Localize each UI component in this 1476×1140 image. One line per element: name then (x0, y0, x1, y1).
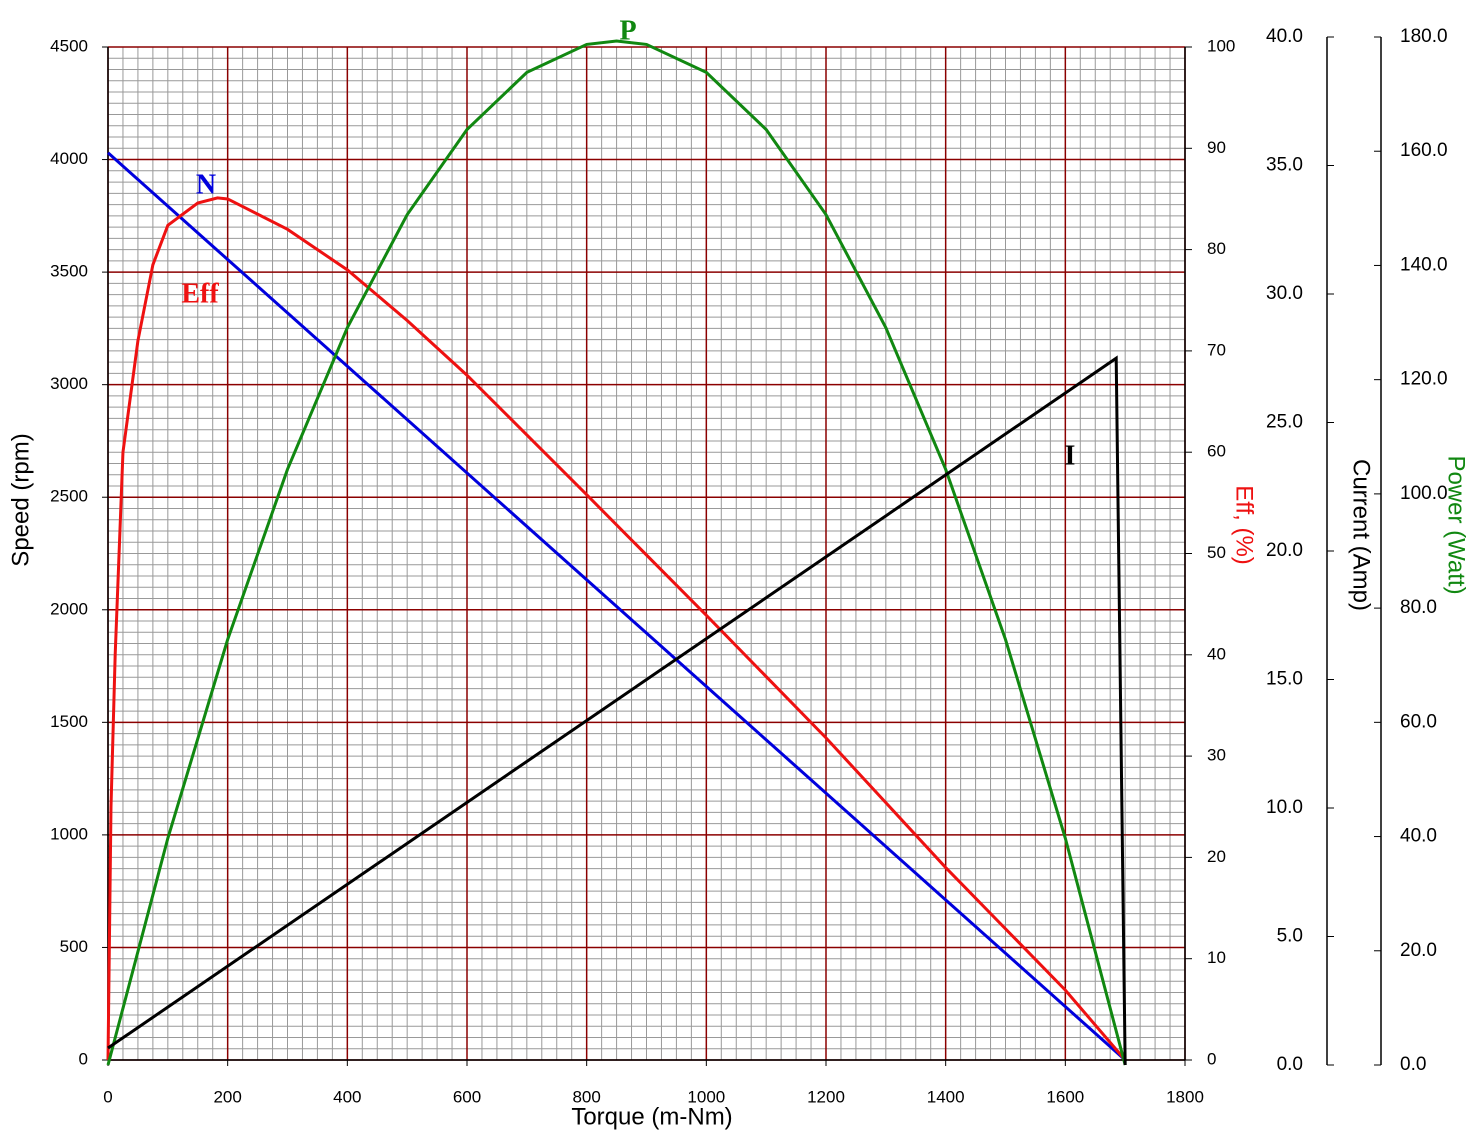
y2-tick-label: 40 (1207, 644, 1226, 663)
y3-tick-label: 5.0 (1277, 926, 1303, 947)
y-tick-label: 2500 (50, 487, 88, 506)
x-tick-label: 0 (103, 1087, 112, 1106)
y4-tick-label: 60.0 (1400, 711, 1437, 732)
x-tick-label: 400 (333, 1087, 361, 1106)
x-tick-label: 1400 (927, 1087, 965, 1106)
y4-tick-label: 40.0 (1400, 826, 1437, 847)
y2-tick-label: 0 (1207, 1049, 1216, 1068)
y3-tick-label: 0.0 (1277, 1054, 1303, 1075)
y3-tick-label: 25.0 (1266, 412, 1303, 433)
series-line (106, 39, 1127, 1066)
y4-tick-label: 180.0 (1400, 26, 1448, 47)
y3-tick-label: 10.0 (1266, 797, 1303, 818)
x-tick-label: 800 (572, 1087, 600, 1106)
y-tick-label: 2000 (50, 599, 88, 618)
x-tick-label: 1200 (807, 1087, 845, 1106)
y2-tick-label: 50 (1207, 543, 1226, 562)
y2-tick-label: 60 (1207, 442, 1226, 461)
series-label: N (196, 169, 216, 200)
y4-tick-label: 100.0 (1400, 483, 1448, 504)
y-tick-label: 0 (79, 1049, 88, 1068)
grid (107, 46, 1186, 1061)
y3-tick-label: 15.0 (1266, 669, 1303, 690)
series-label: P (619, 15, 636, 46)
series-line (107, 151, 1127, 1062)
x-tick-label: 600 (453, 1087, 481, 1106)
y3-axis-title: Current (Amp) (1348, 459, 1375, 611)
x-tick-label: 1600 (1046, 1087, 1084, 1106)
series-label: Eff (181, 278, 219, 309)
x-tick-label: 1000 (687, 1087, 725, 1106)
y2-tick-label: 20 (1207, 847, 1226, 866)
y3-tick-label: 35.0 (1266, 155, 1303, 176)
y-tick-label: 1000 (50, 824, 88, 843)
y-tick-label: 1500 (50, 712, 88, 731)
y-axis-title: Speed (rpm) (7, 433, 34, 566)
y3-tick-label: 40.0 (1266, 26, 1303, 47)
y4-tick-label: 20.0 (1400, 940, 1437, 961)
y4-axis-title: Power (Watt) (1443, 455, 1470, 594)
y3-tick-label: 30.0 (1266, 283, 1303, 304)
x-axis-title: Torque (m-Nm) (571, 1103, 732, 1130)
y2-tick-label: 100 (1207, 36, 1235, 55)
x-tick-label: 1800 (1166, 1087, 1204, 1106)
y-tick-label: 3000 (50, 374, 88, 393)
y-tick-label: 4500 (50, 36, 88, 55)
y-tick-label: 3500 (50, 262, 88, 281)
x-tick-label: 200 (213, 1087, 241, 1106)
y2-tick-label: 80 (1207, 239, 1226, 258)
series-line (106, 196, 1127, 1061)
y2-tick-label: 70 (1207, 340, 1226, 359)
y4-tick-label: 120.0 (1400, 369, 1448, 390)
y-tick-label: 4000 (50, 149, 88, 168)
y2-tick-label: 30 (1207, 746, 1226, 765)
y2-axis-title: Eff, (%) (1231, 485, 1258, 565)
y-tick-label: 500 (60, 937, 88, 956)
y2-tick-label: 10 (1207, 948, 1226, 967)
y2-tick-label: 90 (1207, 138, 1226, 157)
y4-tick-label: 80.0 (1400, 597, 1437, 618)
y4-tick-label: 140.0 (1400, 254, 1448, 275)
y4-tick-label: 160.0 (1400, 140, 1448, 161)
y4-tick-label: 0.0 (1400, 1054, 1426, 1075)
y3-tick-label: 20.0 (1266, 540, 1303, 561)
series-label: I (1065, 440, 1076, 471)
series-line (107, 355, 1127, 1066)
